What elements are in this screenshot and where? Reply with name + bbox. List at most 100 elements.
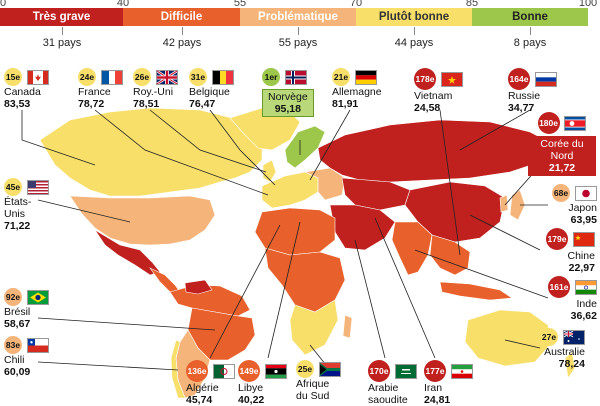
band-tick <box>414 27 415 35</box>
band-tick <box>530 27 531 35</box>
rank-badge-allemagne: 21e <box>332 68 350 86</box>
uk-shape <box>262 159 277 183</box>
rank-badge-chine: 179e <box>546 228 568 250</box>
label-japon-name: Japon <box>568 202 597 214</box>
china-shape <box>404 181 506 243</box>
label-inde-name: Inde <box>576 298 597 310</box>
band-plutot-bonne: Plutôt bonne <box>356 8 472 26</box>
rank-badge-iran: 177e <box>424 360 446 382</box>
flag-allemagne-icon <box>354 69 377 85</box>
flag-australie-icon <box>562 329 585 345</box>
rank-badge-arabie: 170e <box>368 360 390 382</box>
leader-line-uk <box>149 109 267 173</box>
scale-tick-85: 85 <box>465 0 479 9</box>
label-coree-nord: 180e Corée du Nord 21,72 <box>528 112 596 176</box>
rank-badge-canada: 15e <box>4 68 22 86</box>
flag-arabie-icon <box>394 363 417 379</box>
label-algerie-score: 45,74 <box>186 394 213 406</box>
label-etats-unis: 45e États-Unis 71,22 <box>4 178 49 232</box>
label-chine: 179e Chine 22,97 <box>546 228 595 274</box>
band-tick <box>182 27 183 35</box>
flag-france-icon <box>100 69 123 85</box>
rank-badge-inde: 161e <box>548 276 570 298</box>
label-belgique: 31e Belgique 76,47 <box>189 68 234 110</box>
flag-libye-icon <box>264 363 287 379</box>
leader-line-belgique <box>209 109 276 186</box>
leader-line-australie <box>504 339 541 349</box>
rank-badge-bresil: 92e <box>4 288 22 306</box>
leader-line-chili <box>37 361 179 371</box>
india-shape <box>391 221 433 276</box>
label-etats-unis-score: 71,22 <box>4 220 31 232</box>
rank-badge-etats-unis: 45e <box>4 178 22 196</box>
band-count-tres-grave: 31 pays <box>42 37 82 49</box>
label-france: 24e France 78,72 <box>78 68 123 110</box>
southern-africa-shape <box>289 299 339 356</box>
band-count-bonne: 8 pays <box>513 37 547 49</box>
label-arabie: 170e Arabie saoudite <box>368 360 417 406</box>
label-japon-score: 63,95 <box>570 214 597 226</box>
label-iran-name: Iran <box>424 382 443 394</box>
rank-badge-chili: 83e <box>4 336 22 354</box>
leader-line-algerie <box>209 224 281 359</box>
band-tres-grave: Très grave <box>0 8 123 26</box>
new-zealand-shape <box>564 351 576 379</box>
leader-line-inde <box>414 249 549 299</box>
label-inde-score: 36,62 <box>570 310 597 322</box>
australia-shape <box>464 309 551 367</box>
label-uk-score: 78,51 <box>133 98 160 110</box>
scale-tick-0: 0 <box>0 0 7 9</box>
label-libye: 149e Libye 40,22 <box>238 360 287 406</box>
label-vietnam-score: 24,58 <box>414 102 441 114</box>
rank-badge-russie: 164e <box>508 68 530 90</box>
leader-line-iran <box>374 217 436 359</box>
band-difficile: Difficile <box>123 8 240 26</box>
central-asia-shape <box>341 177 411 211</box>
flag-japon-icon <box>574 185 597 201</box>
leader-line-usa <box>37 199 131 223</box>
rank-badge-libye: 149e <box>238 360 260 382</box>
label-algerie-name: Algérie <box>186 382 219 394</box>
flag-russie-icon <box>534 71 557 87</box>
leader-line-bresil <box>37 317 216 331</box>
label-inde: 161e Inde 36,62 <box>548 276 597 322</box>
flag-canada-icon <box>26 69 49 85</box>
band-count-problematique: 55 pays <box>278 37 318 49</box>
label-bresil-score: 58,67 <box>4 318 31 330</box>
band-bonne: Bonne <box>472 8 588 26</box>
label-libye-name: Libye <box>238 382 264 394</box>
label-canada: 15e Canada 83,53 <box>4 68 49 110</box>
flag-iran-icon <box>450 363 473 379</box>
rank-badge-japon: 68e <box>552 184 570 202</box>
flag-bresil-icon <box>26 289 49 305</box>
north-africa-shape <box>254 207 336 256</box>
scale-tick-100: 100 <box>578 0 598 9</box>
japan-shape <box>509 189 526 221</box>
label-etats-unis-name: États-Unis <box>4 196 32 220</box>
rank-badge-australie: 27e <box>540 328 558 346</box>
label-bresil: 92e Brésil 58,67 <box>4 288 49 330</box>
label-allemagne-name: Allemagne <box>332 86 382 98</box>
label-bresil-name: Brésil <box>4 306 31 318</box>
flag-belgique-icon <box>211 69 234 85</box>
label-uk: 26e Roy.-Uni 78,51 <box>133 68 178 110</box>
label-norvege: 1er Norvège 95,18 <box>262 68 314 117</box>
label-chili-score: 60,09 <box>4 366 31 378</box>
label-canada-score: 83,53 <box>4 98 31 110</box>
label-belgique-score: 76,47 <box>189 98 216 110</box>
central-america-shape <box>149 267 181 293</box>
label-chili: 83e Chili 60,09 <box>4 336 49 378</box>
flag-chine-icon <box>572 231 595 247</box>
southeast-asia-shape <box>429 234 471 276</box>
label-japon: 68e Japon 63,95 <box>552 184 597 226</box>
label-arabie-name: Arabie saoudite <box>368 382 408 406</box>
label-russie-score: 34,77 <box>508 102 535 114</box>
usa-shape <box>69 195 216 246</box>
label-russie: 164e Russie 34,77 <box>508 68 557 114</box>
russia-shape <box>317 119 556 183</box>
band-problematique: Problématique <box>240 8 356 26</box>
leader-line-canada <box>21 110 96 166</box>
rank-badge-afrique-sud: 25e <box>296 360 314 378</box>
leader-line-russie <box>459 109 531 151</box>
